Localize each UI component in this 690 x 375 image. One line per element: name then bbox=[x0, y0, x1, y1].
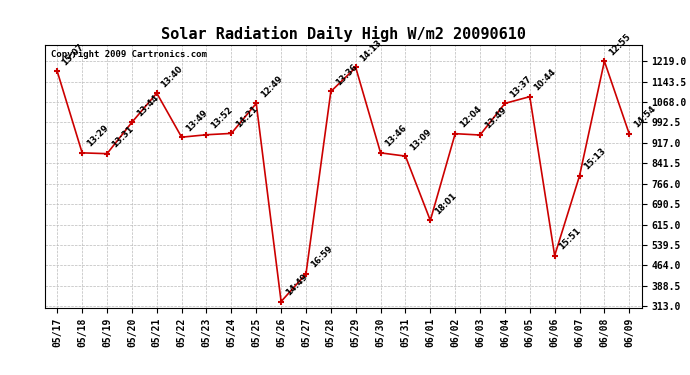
Text: 18:01: 18:01 bbox=[433, 191, 458, 216]
Text: 13:31: 13:31 bbox=[110, 124, 135, 150]
Text: 12:55: 12:55 bbox=[607, 32, 633, 57]
Text: 10:44: 10:44 bbox=[533, 67, 558, 93]
Text: 14:21: 14:21 bbox=[234, 104, 259, 129]
Text: 13:40: 13:40 bbox=[159, 64, 185, 89]
Text: 13:36: 13:36 bbox=[334, 62, 359, 87]
Title: Solar Radiation Daily High W/m2 20090610: Solar Radiation Daily High W/m2 20090610 bbox=[161, 27, 526, 42]
Text: 14:49: 14:49 bbox=[284, 272, 309, 297]
Text: 15:51: 15:51 bbox=[558, 226, 583, 251]
Text: 13:49: 13:49 bbox=[483, 106, 508, 131]
Text: 13:44: 13:44 bbox=[135, 93, 160, 118]
Text: 13:49: 13:49 bbox=[184, 108, 210, 133]
Text: 14:13: 14:13 bbox=[359, 38, 384, 63]
Text: 13:29: 13:29 bbox=[85, 123, 110, 149]
Text: 12:04: 12:04 bbox=[458, 104, 483, 129]
Text: Copyright 2009 Cartronics.com: Copyright 2009 Cartronics.com bbox=[51, 50, 207, 59]
Text: 13:52: 13:52 bbox=[209, 105, 235, 130]
Text: 13:37: 13:37 bbox=[508, 74, 533, 99]
Text: 15:07: 15:07 bbox=[60, 42, 86, 68]
Text: 16:59: 16:59 bbox=[308, 244, 334, 270]
Text: 15:13: 15:13 bbox=[582, 146, 608, 172]
Text: 12:49: 12:49 bbox=[259, 74, 284, 99]
Text: 13:09: 13:09 bbox=[408, 127, 433, 152]
Text: 14:54: 14:54 bbox=[632, 104, 658, 130]
Text: 13:46: 13:46 bbox=[384, 123, 408, 149]
